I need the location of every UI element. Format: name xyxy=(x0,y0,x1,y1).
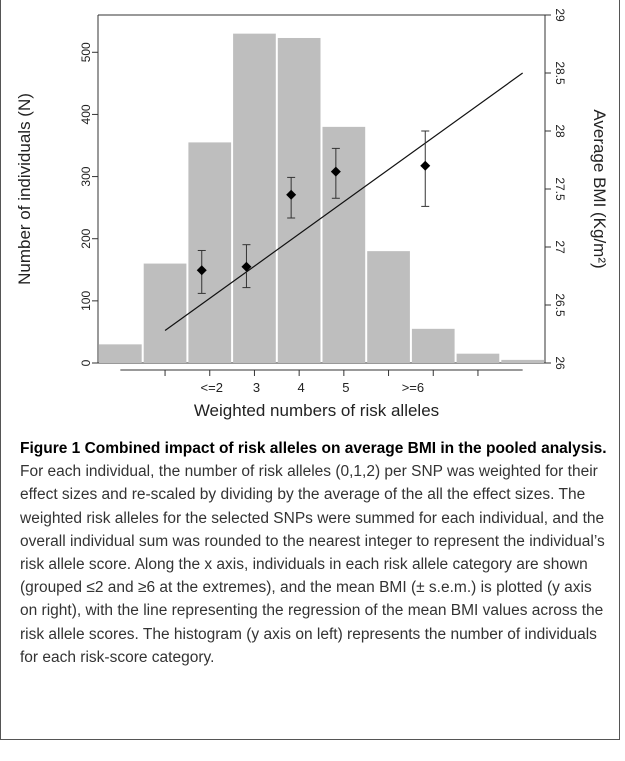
right-y-tick-label: 27 xyxy=(553,240,567,254)
x-tick-label: 5 xyxy=(342,380,349,395)
histogram-bar xyxy=(322,126,366,363)
right-y-tick-label: 27.5 xyxy=(553,177,567,201)
histogram-bar xyxy=(501,359,544,363)
x-tick-label: 3 xyxy=(253,380,260,395)
left-y-tick-label: 400 xyxy=(79,104,93,124)
histogram-bar xyxy=(143,263,187,363)
left-y-tick-label: 200 xyxy=(79,228,93,248)
histogram-bar xyxy=(188,142,232,363)
x-tick-label: 4 xyxy=(298,380,305,395)
mean-bmi-point xyxy=(286,189,297,200)
bmi-risk-allele-chart: <=2 3 4 5 >=6 0 100 200 300 400 500 26 26.5 27 27.5 2… xyxy=(15,8,609,420)
histogram-bar xyxy=(411,328,455,363)
figure-caption: Figure 1 Combined impact of risk alleles… xyxy=(20,437,610,669)
figure-frame xyxy=(0,0,620,740)
caption-title: Figure 1 Combined impact of risk alleles… xyxy=(20,440,607,457)
right-y-tick-label: 28 xyxy=(553,124,567,138)
mean-bmi-point xyxy=(196,265,207,276)
left-y-tick-label: 500 xyxy=(79,42,93,62)
caption-body: For each individual, the number of risk … xyxy=(20,463,605,666)
regression-line xyxy=(164,72,524,332)
right-y-axis-title: Average BMI (Kg/m²) xyxy=(590,109,609,268)
right-y-tick-label: 29 xyxy=(553,8,567,22)
histogram-bar xyxy=(233,33,276,364)
right-y-tick-label: 26 xyxy=(553,356,567,370)
right-y-tick-label: 28.5 xyxy=(553,61,567,85)
left-y-tick-label: 0 xyxy=(79,359,93,366)
right-y-tick-label: 26.5 xyxy=(553,293,567,317)
mean-bmi-point xyxy=(241,261,252,272)
histogram-bar xyxy=(99,344,142,363)
histogram-bar xyxy=(456,353,500,363)
mean-bmi-point xyxy=(330,166,341,177)
mean-bmi-point xyxy=(420,160,431,171)
x-tick-label: >=6 xyxy=(402,380,424,395)
left-y-tick-label: 300 xyxy=(79,166,93,186)
histogram-bar xyxy=(367,251,410,363)
x-tick-label: <=2 xyxy=(201,380,223,395)
left-y-tick-label: 100 xyxy=(79,291,93,311)
x-axis-title: Weighted numbers of risk alleles xyxy=(194,401,439,420)
left-y-axis-title: Number of individuals (N) xyxy=(15,93,34,285)
histogram-bar xyxy=(277,37,321,363)
